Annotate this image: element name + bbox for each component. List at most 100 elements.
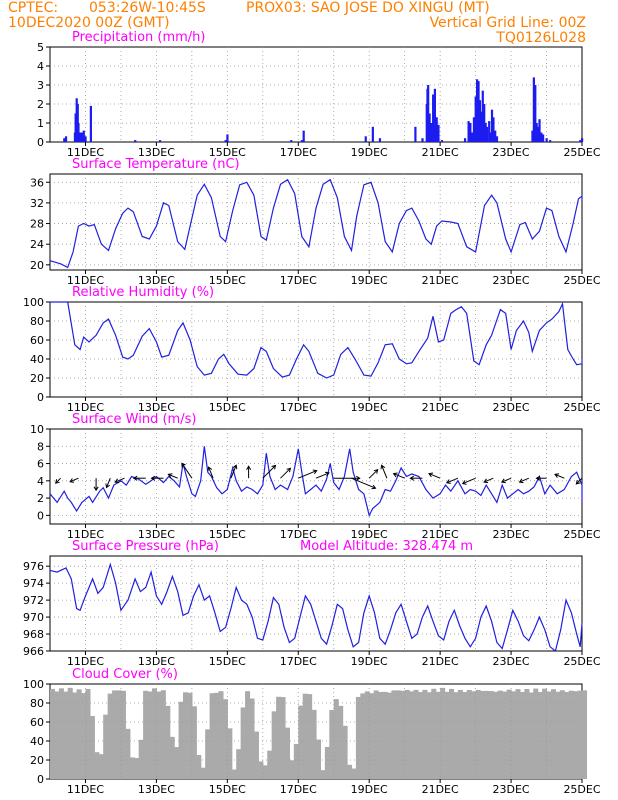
x-tick-label: 13DEC (138, 528, 175, 541)
cloud-bar (240, 707, 246, 779)
y-tick-label: 0 (37, 391, 44, 404)
y-tick-label: 80 (30, 697, 44, 710)
x-tick-label: 11DEC (67, 528, 104, 541)
y-tick-label: 972 (23, 594, 44, 607)
wind-arrow-head (181, 462, 186, 468)
precip-bar (483, 104, 486, 142)
wind-arrow-head (371, 484, 377, 490)
wind-arrow (106, 478, 111, 488)
cloud-bar (316, 739, 322, 779)
cloud-bar (165, 705, 171, 779)
precip-bar (433, 88, 437, 142)
cloud-bar (480, 690, 486, 779)
cloud-bar (537, 692, 543, 779)
y-tick-label: 20 (30, 372, 44, 385)
precip-bar (535, 123, 538, 142)
y-tick-label: 20 (30, 754, 44, 767)
wind-arrow-head (207, 466, 213, 472)
wind-arrow-head (105, 483, 110, 489)
precip-bar (481, 90, 484, 142)
cloud-bar (214, 692, 220, 779)
wind-arrow (446, 477, 459, 484)
wind-arrow-head (55, 479, 60, 484)
wind-arrow-head (575, 479, 581, 485)
cloud-bar (577, 690, 583, 779)
precip-bar (371, 126, 374, 142)
cloud-bar (187, 692, 193, 779)
wind-arrow (351, 477, 376, 489)
cloud-bar (222, 699, 228, 779)
cloud-bar (338, 705, 344, 779)
cloud-bar (488, 691, 494, 779)
y-tick-label: 80 (30, 315, 44, 328)
cloud-bar (573, 691, 579, 779)
cloud-bar (191, 706, 197, 779)
wind-arrow-head (150, 475, 156, 481)
precip-bar (290, 140, 293, 142)
precip-bar (427, 85, 430, 142)
x-tick-label: 11DEC (67, 274, 104, 287)
y-tick-label: 966 (23, 645, 44, 658)
y-tick-label: 3 (37, 79, 44, 92)
panel-title: Surface Temperature (nC) (72, 157, 240, 172)
panel-3 (46, 428, 583, 528)
cloud-bar (227, 728, 233, 779)
cloud-bar (555, 691, 561, 779)
x-tick-label: 21DEC (422, 274, 459, 287)
y-tick-label: 28 (30, 218, 44, 231)
wind-arrow (298, 470, 317, 479)
series-line (49, 178, 583, 269)
precip-bar (484, 123, 487, 142)
x-tick-label: 11DEC (67, 655, 104, 668)
y-tick-label: 40 (30, 735, 44, 748)
precip-bar (224, 140, 227, 142)
cloud-bar (85, 688, 91, 779)
cloud-bar (138, 739, 144, 779)
wind-arrow (115, 477, 125, 483)
wind-arrow-head (271, 464, 277, 470)
x-tick-label: 19DEC (351, 274, 388, 287)
x-tick-label: 23DEC (493, 783, 530, 796)
x-tick-label: 25DEC (563, 274, 600, 287)
x-tick-label: 17DEC (280, 528, 317, 541)
wind-arrow-head (518, 478, 524, 484)
precip-bar (300, 140, 304, 142)
cloud-bar (378, 692, 384, 779)
precip-bar (432, 94, 435, 142)
series-line (49, 446, 583, 518)
precip-bar (581, 138, 584, 142)
precip-bar (77, 123, 80, 142)
precip-bar (489, 132, 492, 142)
cloud-bar (50, 688, 56, 779)
cloud-bar (360, 693, 366, 779)
cloud-bar (112, 690, 118, 779)
precip-bar (538, 119, 541, 142)
precip-bar (89, 105, 92, 142)
wind-arrow-head (554, 473, 560, 478)
cloud-bar (58, 688, 64, 779)
wind-arrow (462, 477, 476, 485)
x-tick-label: 25DEC (563, 401, 600, 414)
precip-bar (428, 113, 431, 142)
cloud-bar (267, 750, 273, 779)
cloud-bar (435, 691, 441, 779)
y-tick-label: 2 (37, 492, 44, 505)
precip-bar (82, 130, 85, 142)
panel-4 (46, 555, 583, 655)
precip-bar (472, 117, 476, 142)
header-station: PROX03: SAO JOSE DO XINGU (MT) (246, 0, 490, 16)
cloud-bar (63, 691, 69, 779)
wind-arrow-head (286, 467, 292, 473)
x-tick-label: 13DEC (138, 783, 175, 796)
cloud-bar (351, 768, 357, 779)
precip-bar (531, 130, 534, 142)
x-tick-label: 15DEC (209, 401, 246, 414)
cloud-bar (311, 709, 317, 779)
x-tick-label: 15DEC (209, 528, 246, 541)
precip-bar (488, 121, 491, 142)
cloud-bar (559, 690, 565, 779)
wind-arrow-head (69, 478, 75, 483)
panel-title: Precipitation (mm/h) (72, 30, 205, 45)
wind-arrow (315, 472, 330, 479)
cloud-bar (276, 696, 282, 779)
